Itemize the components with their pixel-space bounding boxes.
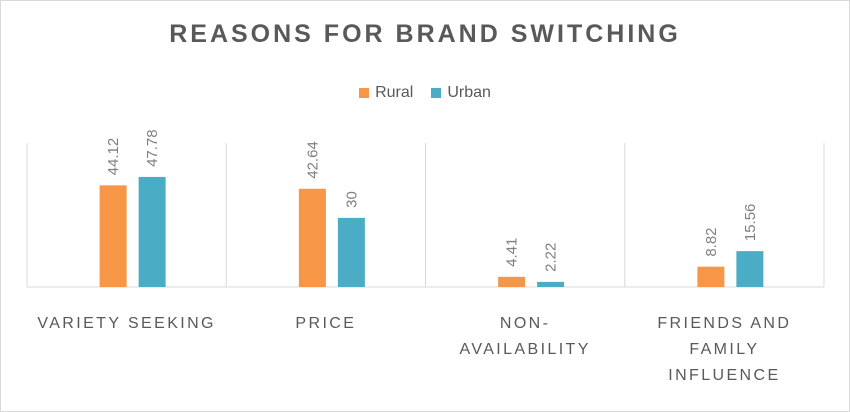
data-label-rural-1: 42.64 [304, 141, 321, 179]
data-label-urban-1: 30 [343, 191, 360, 208]
bar-urban-2 [537, 281, 565, 287]
category-label-0: VARIETY SEEKING [27, 311, 226, 337]
legend: Rural Urban [0, 84, 850, 102]
category-label-line: AVAILABILITY [459, 341, 591, 358]
legend-swatch-urban [431, 88, 442, 98]
bar-urban-3 [736, 251, 764, 287]
category-label-line: PRICE [295, 315, 357, 332]
category-label-line: FRIENDS AND [657, 315, 792, 332]
legend-item-urban: Urban [431, 84, 491, 102]
bar-rural-2 [498, 276, 526, 287]
legend-item-rural: Rural [359, 84, 413, 102]
bar-urban-0 [138, 176, 166, 287]
category-label-3: FRIENDS AND FAMILY INFLUENCE [625, 311, 824, 389]
bar-rural-3 [697, 266, 725, 287]
legend-swatch-rural [359, 88, 370, 98]
data-label-rural-3: 8.82 [703, 227, 720, 256]
legend-label-rural: Rural [375, 84, 414, 101]
category-label-line: FAMILY [689, 341, 760, 358]
data-label-rural-2: 4.41 [504, 238, 521, 267]
category-label-2: NON- AVAILABILITY [426, 311, 625, 363]
chart-title: REASONS FOR BRAND SWITCHING [169, 20, 681, 48]
data-label-urban-2: 2.22 [543, 243, 560, 272]
bar-urban-1 [337, 217, 365, 287]
category-label-line: VARIETY SEEKING [37, 315, 216, 332]
bar-rural-0 [99, 185, 127, 287]
legend-label-urban: Urban [447, 84, 491, 101]
data-label-urban-3: 15.56 [742, 204, 759, 242]
data-label-rural-0: 44.12 [105, 138, 122, 176]
category-label-line: INFLUENCE [668, 367, 781, 384]
category-label-1: PRICE [226, 311, 425, 337]
category-label-line: NON- [499, 315, 551, 332]
data-label-urban-0: 47.78 [144, 129, 161, 167]
bar-rural-1 [298, 188, 326, 287]
